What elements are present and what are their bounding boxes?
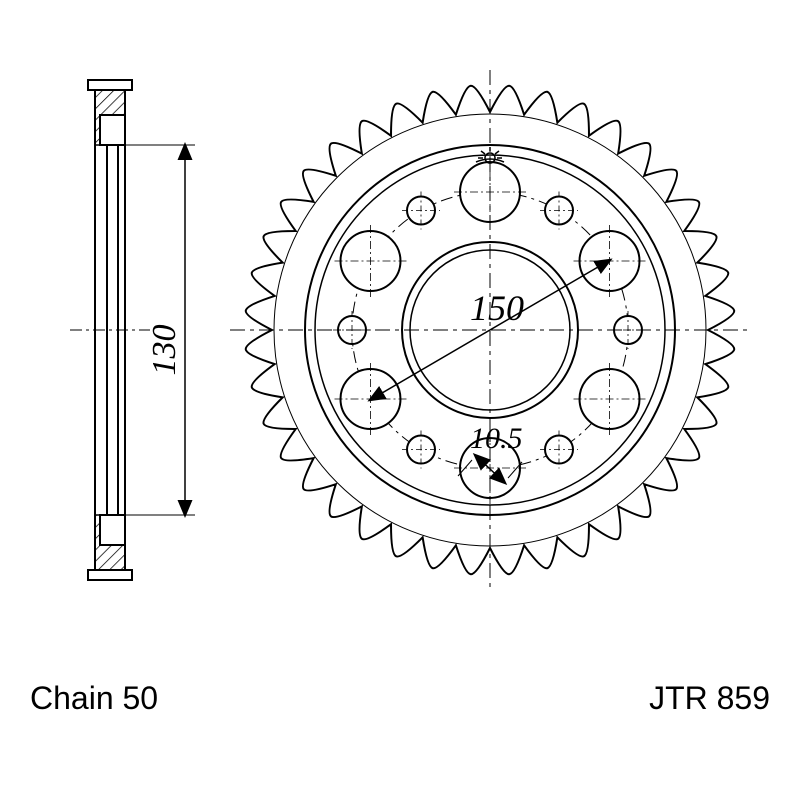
dim-130: 130 xyxy=(146,325,183,376)
dim-150: 150 xyxy=(470,288,524,328)
side-view: 130 xyxy=(70,80,195,580)
part-number: JTR 859 xyxy=(649,680,770,717)
chain-label: Chain 50 xyxy=(30,680,158,717)
dim-10-5: 10.5 xyxy=(470,422,523,455)
